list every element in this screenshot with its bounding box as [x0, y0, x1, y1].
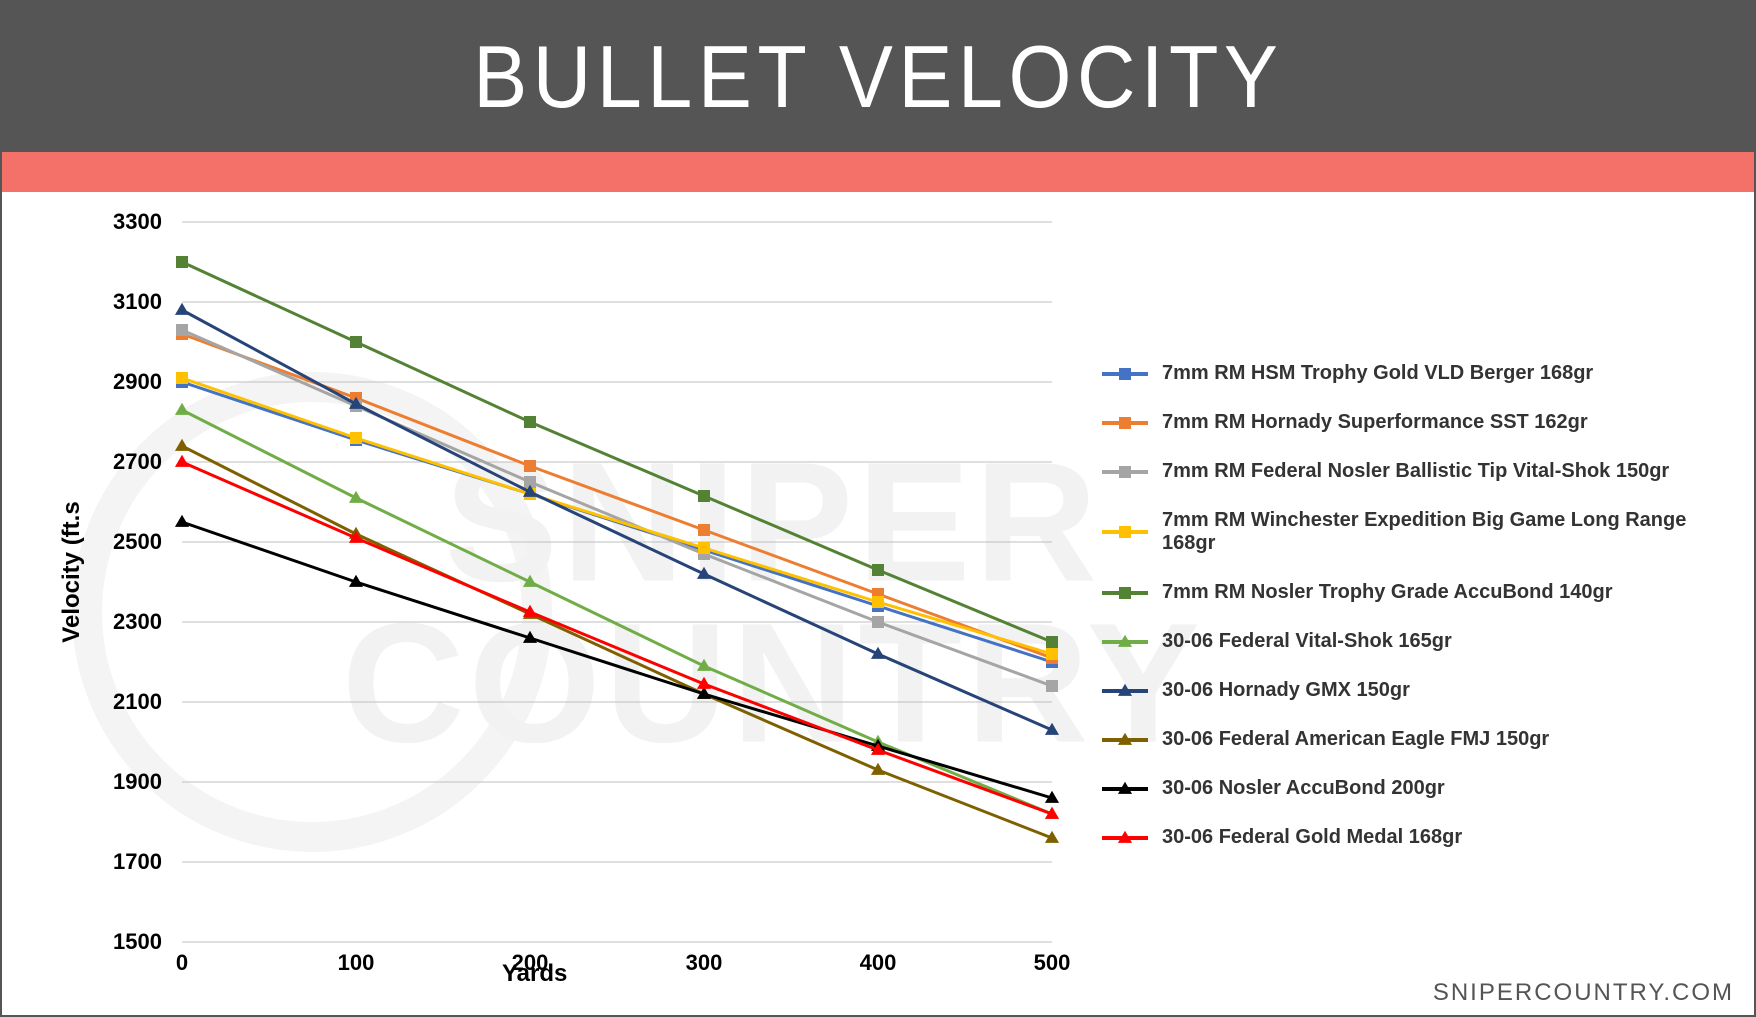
series-marker	[175, 303, 189, 315]
footer-brand: SNIPERCOUNTRY.COM	[1433, 979, 1734, 1007]
legend-swatch	[1102, 836, 1148, 840]
series-marker	[350, 336, 362, 348]
legend-swatch	[1102, 787, 1148, 791]
y-tick-label: 1700	[2, 849, 162, 875]
legend-swatch	[1102, 689, 1148, 693]
legend-item: 7mm RM Federal Nosler Ballistic Tip Vita…	[1102, 460, 1732, 483]
series-marker	[350, 432, 362, 444]
legend-item: 7mm RM Winchester Expedition Big Game Lo…	[1102, 509, 1732, 555]
series-marker	[872, 596, 884, 608]
y-tick-label: 1900	[2, 769, 162, 795]
series-marker	[872, 564, 884, 576]
legend-item: 30-06 Hornady GMX 150gr	[1102, 679, 1732, 702]
y-tick-label: 1500	[2, 929, 162, 955]
series-line	[182, 334, 1052, 658]
series-marker	[175, 403, 189, 415]
series-marker	[176, 256, 188, 268]
legend-label: 7mm RM Nosler Trophy Grade AccuBond 140g…	[1162, 581, 1612, 604]
x-tick-label: 400	[860, 950, 897, 976]
x-tick-label: 200	[512, 950, 549, 976]
legend-swatch	[1102, 640, 1148, 644]
legend-swatch	[1102, 591, 1148, 595]
title-bar: BULLET VELOCITY	[2, 2, 1754, 152]
series-marker	[175, 439, 189, 451]
x-tick-label: 500	[1034, 950, 1071, 976]
series-line	[182, 378, 1052, 654]
series-line	[182, 410, 1052, 814]
legend: 7mm RM HSM Trophy Gold VLD Berger 168gr 7…	[1102, 362, 1732, 875]
legend-item: 7mm RM Nosler Trophy Grade AccuBond 140g…	[1102, 581, 1732, 604]
chart-title: BULLET VELOCITY	[473, 26, 1283, 128]
legend-label: 30-06 Federal Gold Medal 168gr	[1162, 826, 1462, 849]
x-tick-label: 0	[176, 950, 188, 976]
legend-label: 30-06 Federal Vital-Shok 165gr	[1162, 630, 1452, 653]
series-marker	[698, 524, 710, 536]
plot-svg	[182, 222, 1052, 942]
series-marker	[524, 416, 536, 428]
series-marker	[1046, 680, 1058, 692]
series-line	[182, 446, 1052, 838]
legend-item: 7mm RM HSM Trophy Gold VLD Berger 168gr	[1102, 362, 1732, 385]
x-tick-label: 300	[686, 950, 723, 976]
plot-region	[182, 222, 1052, 942]
chart-area: SNIPER COUNTRY Velocity (ft.s Yards 1500…	[2, 192, 1754, 1015]
y-tick-label: 2100	[2, 689, 162, 715]
y-tick-label: 2500	[2, 529, 162, 555]
legend-swatch	[1102, 738, 1148, 742]
y-tick-label: 3100	[2, 289, 162, 315]
series-marker	[176, 372, 188, 384]
x-tick-label: 100	[338, 950, 375, 976]
series-marker	[1046, 636, 1058, 648]
series-marker	[524, 460, 536, 472]
y-tick-label: 2700	[2, 449, 162, 475]
legend-item: 30-06 Federal Gold Medal 168gr	[1102, 826, 1732, 849]
legend-swatch	[1102, 470, 1148, 474]
legend-label: 7mm RM Hornady Superformance SST 162gr	[1162, 411, 1588, 434]
legend-item: 30-06 Nosler AccuBond 200gr	[1102, 777, 1732, 800]
series-marker	[698, 490, 710, 502]
legend-label: 30-06 Nosler AccuBond 200gr	[1162, 777, 1445, 800]
legend-swatch	[1102, 421, 1148, 425]
series-marker	[175, 455, 189, 467]
series-marker	[176, 324, 188, 336]
y-tick-label: 3300	[2, 209, 162, 235]
y-tick-label: 2300	[2, 609, 162, 635]
y-tick-label: 2900	[2, 369, 162, 395]
legend-item: 7mm RM Hornady Superformance SST 162gr	[1102, 411, 1732, 434]
legend-swatch	[1102, 372, 1148, 376]
legend-label: 30-06 Federal American Eagle FMJ 150gr	[1162, 728, 1549, 751]
series-marker	[1046, 648, 1058, 660]
accent-bar	[2, 152, 1754, 192]
legend-item: 30-06 Federal Vital-Shok 165gr	[1102, 630, 1732, 653]
legend-item: 30-06 Federal American Eagle FMJ 150gr	[1102, 728, 1732, 751]
legend-label: 7mm RM Winchester Expedition Big Game Lo…	[1162, 509, 1732, 555]
series-marker	[698, 542, 710, 554]
legend-label: 7mm RM HSM Trophy Gold VLD Berger 168gr	[1162, 362, 1593, 385]
legend-label: 7mm RM Federal Nosler Ballistic Tip Vita…	[1162, 460, 1669, 483]
series-marker	[175, 515, 189, 527]
legend-swatch	[1102, 530, 1148, 534]
series-line	[182, 262, 1052, 642]
chart-frame: BULLET VELOCITY SNIPER COUNTRY Velocity …	[0, 0, 1756, 1017]
legend-label: 30-06 Hornady GMX 150gr	[1162, 679, 1410, 702]
series-marker	[872, 616, 884, 628]
series-line	[182, 522, 1052, 798]
